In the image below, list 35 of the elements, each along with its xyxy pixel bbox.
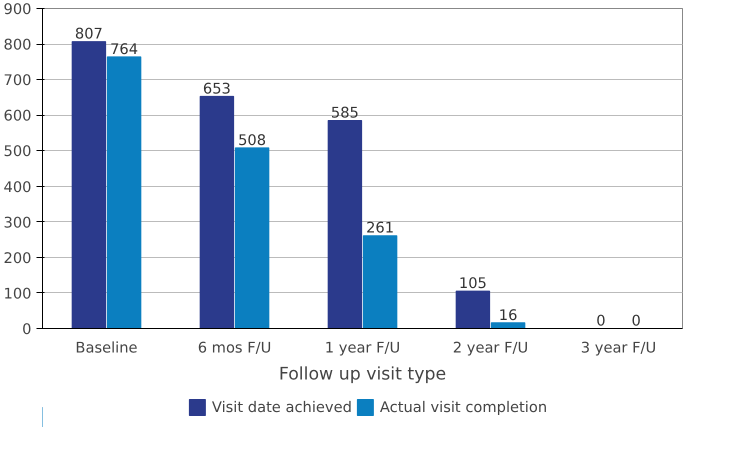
y-tick-label: 700	[4, 72, 32, 90]
bar	[106, 56, 142, 328]
x-tick-label: 6 mos F/U	[198, 340, 272, 356]
data-label: 16	[498, 306, 518, 324]
bar	[362, 235, 398, 328]
y-tick-label: 800	[4, 36, 32, 54]
bar	[72, 41, 106, 328]
bar	[200, 96, 234, 328]
y-tick-label: 0	[22, 321, 32, 338]
x-tick-label: 3 year F/U	[580, 340, 656, 356]
data-label: 105	[458, 275, 487, 292]
data-label: 0	[596, 312, 606, 330]
data-label: 261	[366, 220, 394, 237]
y-tick-label: 600	[4, 108, 32, 125]
bar	[456, 290, 490, 328]
data-label: 807	[74, 26, 103, 43]
data-label: 764	[110, 40, 138, 58]
x-tick-label: Baseline	[75, 340, 138, 356]
y-tick-label: 100	[4, 285, 32, 302]
x-tick-label: 1 year F/U	[324, 340, 400, 356]
data-label: 653	[202, 80, 231, 98]
data-label: 585	[330, 104, 359, 122]
data-label: 0	[631, 312, 641, 330]
bar	[328, 120, 362, 328]
y-tick-label: 400	[4, 178, 32, 196]
y-tick-label: 900	[4, 1, 32, 18]
y-tick-label: 200	[4, 250, 32, 267]
x-axis-title: Follow up visit type	[278, 364, 446, 384]
x-tick-label: 2 year F/U	[452, 340, 528, 356]
legend-label: Actual visit completion	[380, 398, 548, 416]
bar	[234, 147, 270, 328]
data-label: 508	[238, 132, 266, 149]
y-tick-label: 300	[4, 214, 32, 232]
y-tick-label: 500	[4, 143, 32, 160]
legend-label: Visit date achieved	[212, 398, 352, 416]
